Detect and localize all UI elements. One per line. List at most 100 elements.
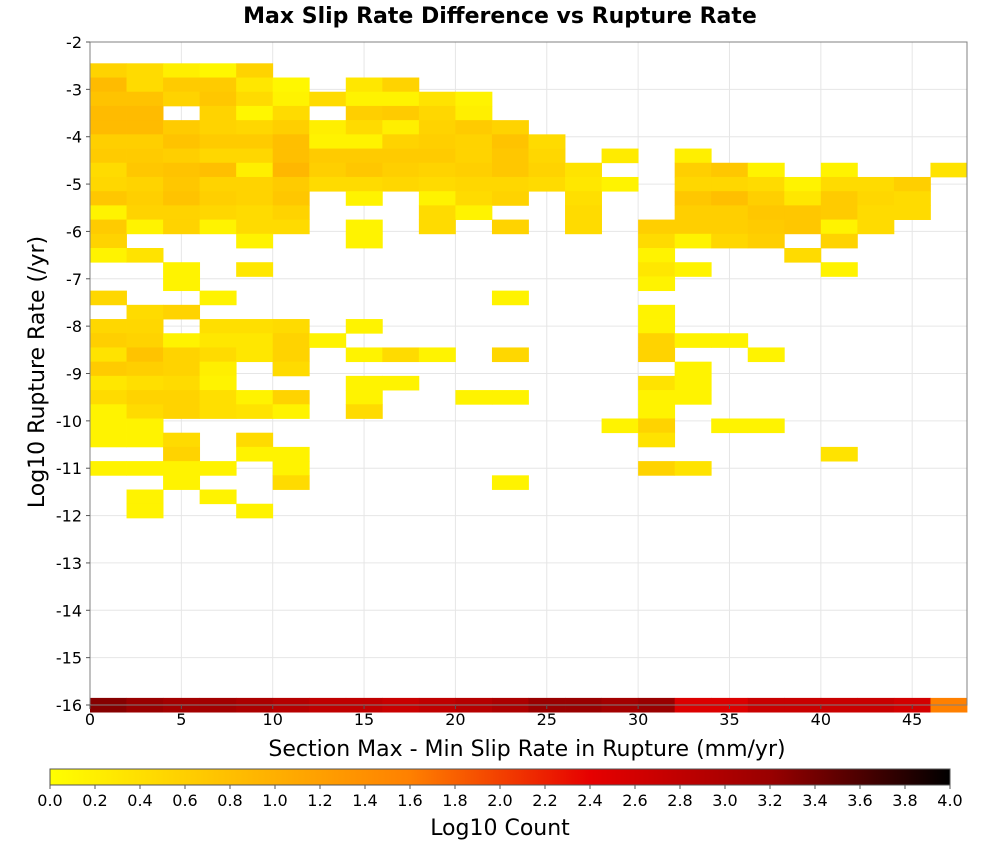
heatmap-cell xyxy=(455,105,493,121)
heatmap-cell xyxy=(820,446,858,462)
heatmap-cell xyxy=(638,262,676,277)
heatmap-cell xyxy=(236,333,274,348)
heatmap-cell xyxy=(90,390,127,405)
heatmap-cell xyxy=(455,176,493,192)
heatmap-cell xyxy=(163,162,201,178)
heatmap-cell xyxy=(90,105,127,121)
heatmap-cell xyxy=(784,176,822,192)
y-tick-label: -15 xyxy=(56,649,82,668)
heatmap-cell xyxy=(272,134,310,149)
heatmap-cell xyxy=(638,375,676,391)
y-tick-label: -11 xyxy=(56,459,82,478)
heatmap-cell xyxy=(199,489,237,505)
heatmap-cell xyxy=(163,205,201,220)
heatmap-cell xyxy=(345,162,383,178)
heatmap-cell xyxy=(272,219,310,235)
heatmap-cell xyxy=(272,347,310,363)
heatmap-cell xyxy=(455,162,493,178)
heatmap-cell xyxy=(126,375,164,391)
heatmap-cell xyxy=(638,333,676,348)
colorbar-tick-label: 0.6 xyxy=(172,791,197,810)
colorbar-tick-label: 2.4 xyxy=(577,791,602,810)
heatmap-cell xyxy=(272,361,310,377)
heatmap-cell xyxy=(674,262,712,277)
heatmap-cell xyxy=(674,148,712,164)
heatmap-cell xyxy=(199,361,237,377)
heatmap-cell xyxy=(638,432,676,448)
heatmap-cell xyxy=(747,176,785,192)
heatmap-cell xyxy=(565,205,602,220)
heatmap-cell xyxy=(382,148,420,164)
heatmap-cell xyxy=(163,63,201,78)
heatmap-cell xyxy=(236,233,274,249)
heatmap-cell xyxy=(491,134,529,149)
heatmap-cell xyxy=(418,162,456,178)
heatmap-cell xyxy=(272,91,310,107)
heatmap-cell xyxy=(345,375,383,391)
colorbar-label: Log10 Count xyxy=(430,816,570,841)
heatmap-cell xyxy=(272,475,310,490)
heatmap-cells xyxy=(90,63,968,713)
heatmap-cell xyxy=(236,219,274,235)
heatmap-cell xyxy=(236,262,274,277)
heatmap-cell xyxy=(236,176,274,192)
colorbar-ticks: 0.0 0.2 0.4 0.6 0.8 1.0 1.2 1.4 1.6 1.8 2.0 2.2 2.4 2… xyxy=(37,785,963,810)
heatmap-cell xyxy=(638,319,676,334)
heatmap-cell xyxy=(674,390,712,405)
heatmap-cell xyxy=(418,191,456,206)
heatmap-cell xyxy=(382,120,420,135)
colorbar-tick-label: 4.0 xyxy=(937,791,962,810)
y-tick-label: -6 xyxy=(66,222,82,241)
heatmap-cell xyxy=(163,404,201,419)
heatmap-cell xyxy=(820,262,858,277)
heatmap-cell xyxy=(638,404,676,419)
heatmap-cell xyxy=(90,120,127,135)
heatmap-cell xyxy=(601,418,639,434)
heatmap-cell xyxy=(199,77,237,93)
y-tick-label: -9 xyxy=(66,365,82,384)
y-tick-label: -5 xyxy=(66,175,82,194)
heatmap-cell xyxy=(272,162,310,178)
heatmap-cell xyxy=(491,176,529,192)
colorbar-tick-label: 1.2 xyxy=(307,791,332,810)
heatmap-cell xyxy=(236,105,274,121)
heatmap-cell xyxy=(418,105,456,121)
heatmap-cell xyxy=(199,105,237,121)
heatmap-cell xyxy=(199,290,237,306)
heatmap-cell xyxy=(272,205,310,220)
heatmap-cell xyxy=(711,205,749,220)
heatmap-cell xyxy=(272,319,310,334)
heatmap-cell xyxy=(236,191,274,206)
heatmap-cell xyxy=(528,162,566,178)
heatmap-cell xyxy=(382,91,420,107)
heatmap-cell xyxy=(418,120,456,135)
colorbar-tick-label: 1.8 xyxy=(442,791,467,810)
heatmap-cell xyxy=(90,333,127,348)
heatmap-cell xyxy=(309,162,347,178)
heatmap-cell xyxy=(199,404,237,419)
heatmap-cell xyxy=(163,333,201,348)
heatmap-cell xyxy=(126,418,164,434)
heatmap-cell xyxy=(126,404,164,419)
heatmap-cell xyxy=(674,233,712,249)
y-tick-label: -3 xyxy=(66,80,82,99)
heatmap-cell xyxy=(199,191,237,206)
heatmap-cell xyxy=(857,205,895,220)
heatmap-cell xyxy=(491,347,529,363)
y-tick-label: -14 xyxy=(56,601,82,620)
heatmap-cell xyxy=(163,91,201,107)
heatmap-cell xyxy=(674,333,712,348)
heatmap-cell xyxy=(236,503,274,519)
heatmap-cell xyxy=(820,191,858,206)
heatmap-cell xyxy=(345,233,383,249)
heatmap-cell xyxy=(90,361,127,377)
heatmap-cell xyxy=(163,191,201,206)
heatmap-cell xyxy=(126,63,164,78)
heatmap-cell xyxy=(382,162,420,178)
y-tick-label: -10 xyxy=(56,412,82,431)
heatmap-cell xyxy=(345,390,383,405)
heatmap-cell xyxy=(820,233,858,249)
heatmap-cell xyxy=(345,319,383,334)
heatmap-cell xyxy=(236,404,274,419)
heatmap-cell xyxy=(199,134,237,149)
